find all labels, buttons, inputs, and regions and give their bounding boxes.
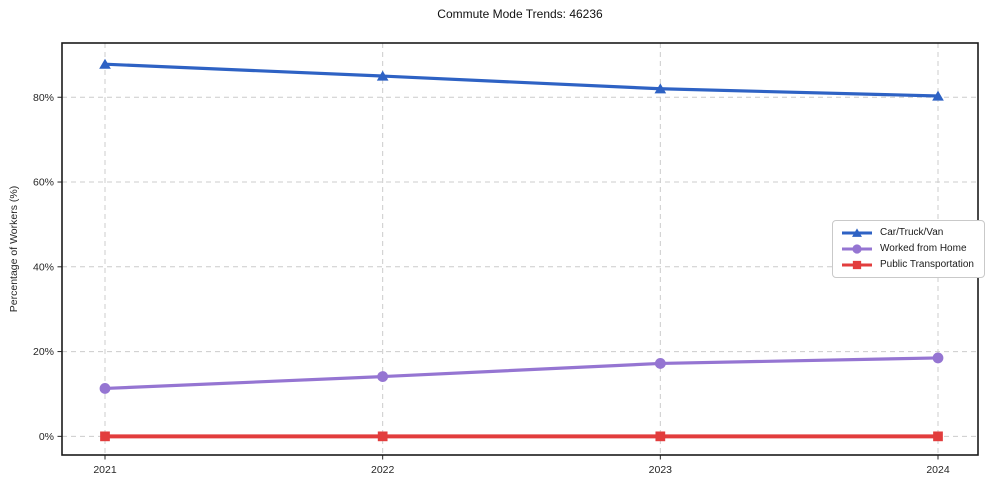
marker-square: [655, 431, 666, 442]
marker-circle: [377, 371, 389, 382]
marker-circle: [654, 358, 666, 369]
marker-square: [377, 431, 388, 442]
y-tick-label: 80%: [33, 92, 54, 104]
triangle-legend-icon: [842, 228, 872, 237]
legend-label: Car/Truck/Van: [880, 227, 944, 238]
x-tick-label: 2021: [93, 464, 117, 476]
y-tick-label: 0%: [39, 431, 54, 443]
circle-legend-icon: [842, 244, 872, 254]
marker-triangle: [932, 90, 944, 101]
x-tick-label: 2024: [926, 464, 950, 476]
series-line: [104, 356, 939, 391]
legend-item: Public Transportation: [841, 259, 974, 271]
series-line: [104, 62, 939, 98]
marker-circle: [932, 352, 944, 364]
legend: Car/Truck/Van Worked from Home Public Tran…: [832, 220, 985, 278]
legend-label: Worked from Home: [880, 243, 967, 254]
legend-item: Worked from Home: [841, 243, 974, 255]
y-tick-label: 20%: [33, 346, 54, 358]
legend-marker-square: [852, 260, 862, 270]
x-tick-label: 2022: [371, 464, 395, 476]
marker-square: [933, 431, 943, 442]
legend-marker-triangle: [852, 228, 862, 237]
marker-square: [100, 431, 110, 442]
y-tick-label: 40%: [33, 261, 54, 273]
legend-marker-circle: [852, 244, 862, 254]
marker-triangle: [376, 70, 389, 81]
marker-triangle: [99, 58, 111, 69]
y-axis-label: Percentage of Workers (%): [8, 185, 20, 313]
chart-title: Commute Mode Trends: 46236: [437, 7, 603, 21]
marker-triangle: [654, 83, 667, 94]
marker-circle: [99, 383, 111, 394]
legend-label: Public Transportation: [880, 259, 974, 270]
legend-item: Car/Truck/Van: [841, 227, 974, 239]
y-tick-label: 60%: [33, 177, 54, 189]
square-legend-icon: [842, 260, 872, 270]
x-tick-label: 2023: [649, 464, 673, 476]
